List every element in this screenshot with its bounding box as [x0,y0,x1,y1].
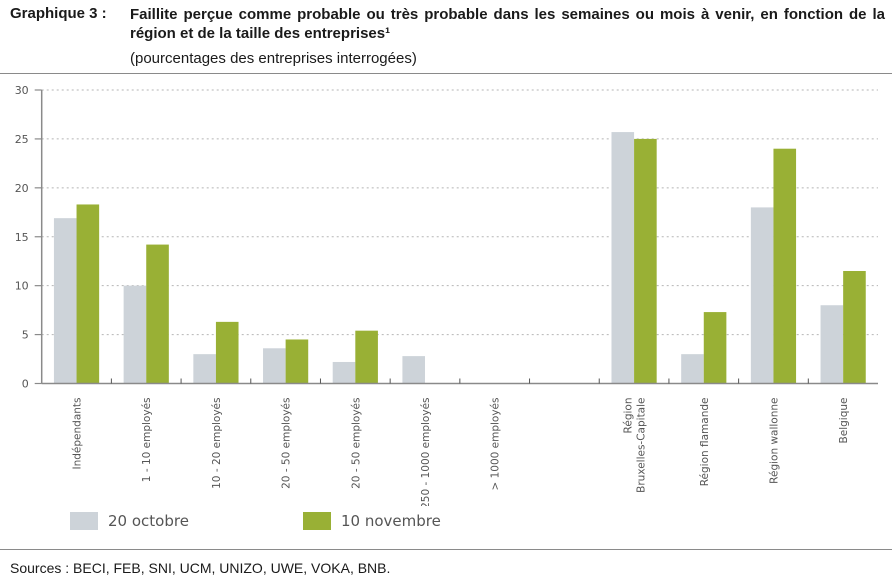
chart-subtitle: (pourcentages des entreprises interrogée… [130,50,417,67]
bar-series-2 [285,339,309,384]
bar-series-2 [76,204,100,384]
bar-series-2 [634,138,657,384]
bottom-divider [0,549,892,550]
category-label: Belgique [838,398,850,444]
category-labels: Indépendants 1 - 10 employés 10 - 20 emplo… [72,398,851,507]
bar-series-2 [146,244,169,384]
legend-item-series-1: 20 octobre [70,512,189,530]
gridlines [41,89,878,336]
bar-series-2 [843,270,866,384]
axes: 0 5 10 15 20 25 30 [15,84,878,391]
category-label: Indépendants [72,398,84,470]
category-label: 250 - 1000 employés [420,398,432,507]
figure-label: Graphique 3 : [10,5,107,22]
category-label: 10 - 20 employés [211,398,223,489]
legend-label-series-2: 10 novembre [341,512,441,530]
bar-chart: 0 5 10 15 20 25 30 Indépendants 1 - 10 employés… [15,84,878,507]
bar-series-1 [611,132,635,384]
y-tick-label: 30 [15,84,29,97]
bar-series-1 [53,218,77,384]
chart-title: Faillite perçue comme probable ou très p… [130,6,885,42]
category-label: Bruxelles-Capitale [636,398,648,493]
legend-label-series-1: 20 octobre [108,512,189,530]
bar-series-2 [355,330,378,384]
y-tick-label: 0 [22,378,29,391]
bar-series-1 [681,354,704,384]
legend-item-series-2: 10 novembre [303,512,441,530]
category-label: 20 - 50 employés [350,398,362,489]
y-tick-label: 5 [22,329,29,342]
bar-series-1 [750,207,774,384]
y-tick-label: 10 [15,280,29,293]
bar-series-1 [402,356,426,384]
y-tick-label: 25 [15,133,29,146]
sources-note: Sources : BECI, FEB, SNI, UCM, UNIZO, UW… [10,560,391,576]
category-label: Région [623,398,635,434]
y-tick-label: 15 [15,231,29,244]
bar-series-1 [193,354,216,384]
legend-swatch-series-1 [70,512,98,530]
bars [53,132,866,384]
category-label: 20 - 50 employés [281,398,293,489]
bar-series-1 [820,305,844,384]
y-tick-label: 20 [15,182,29,195]
bar-series-2 [215,321,239,384]
category-label: Région wallonne [768,398,780,484]
category-label: 1 - 10 employés [141,398,153,483]
category-label: > 1000 employés [490,398,502,491]
bar-series-1 [263,348,286,384]
legend-swatch-series-2 [303,512,331,530]
bar-series-1 [332,361,356,384]
bar-series-2 [703,312,727,384]
bar-series-2 [773,148,797,384]
bar-series-1 [123,285,147,384]
top-divider [0,73,892,74]
category-label: Région flamande [699,398,711,487]
